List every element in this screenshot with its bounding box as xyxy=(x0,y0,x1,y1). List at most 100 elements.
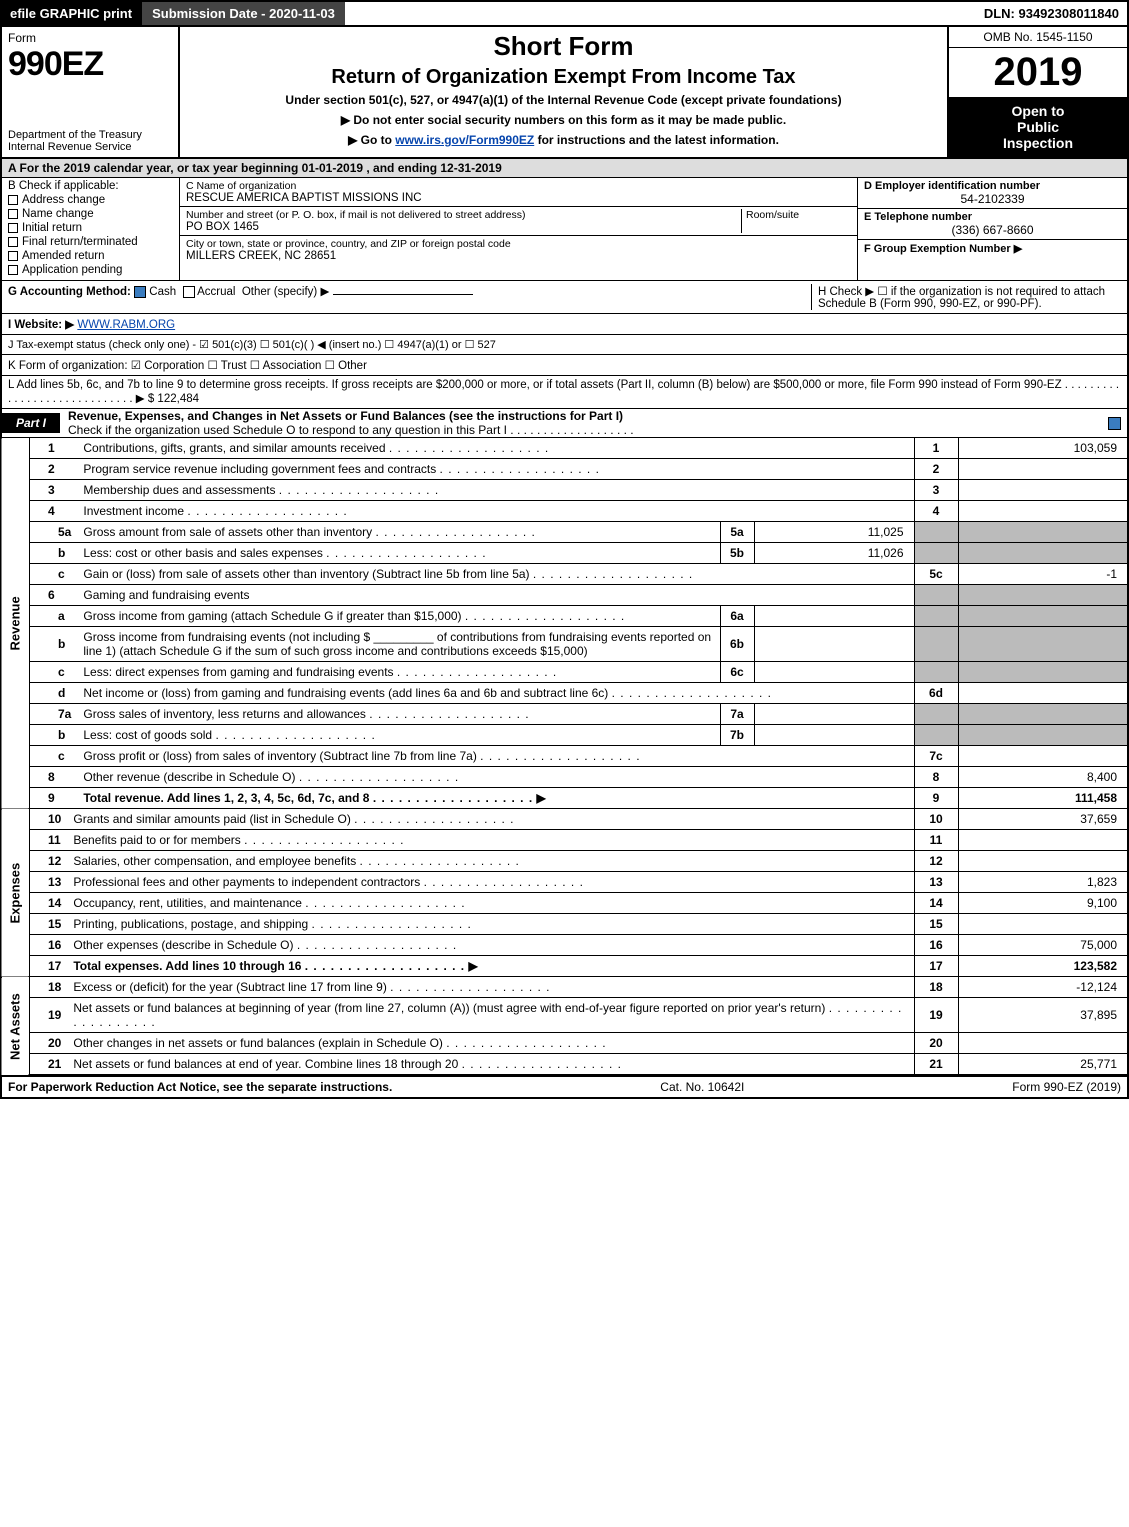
efile-print-button[interactable]: efile GRAPHIC print xyxy=(2,2,142,25)
line-number: 5a xyxy=(30,522,78,543)
inspection-l1: Open to xyxy=(1012,103,1065,119)
line-row: bLess: cost of goods sold 7b xyxy=(1,725,1128,746)
line-j: J Tax-exempt status (check only one) - ☑… xyxy=(0,335,1129,355)
sub-line-number: 6a xyxy=(720,606,754,627)
line-row: 6Gaming and fundraising events xyxy=(1,585,1128,606)
line-desc: Occupancy, rent, utilities, and maintena… xyxy=(67,893,914,914)
line-number: 18 xyxy=(30,977,68,998)
line-col-number: 10 xyxy=(914,809,958,830)
side-label: Net Assets xyxy=(1,977,30,1075)
grey-cell xyxy=(914,662,958,683)
line-desc: Less: cost of goods sold xyxy=(77,725,720,746)
line-row: 17Total expenses. Add lines 10 through 1… xyxy=(1,956,1128,977)
inspection-l2: Public xyxy=(1017,119,1059,135)
box-c-addr2-label: City or town, state or province, country… xyxy=(186,238,851,250)
box-b-option: Name change xyxy=(8,208,173,220)
box-b: B Check if applicable: Address change Nam… xyxy=(2,178,180,280)
line-desc: Gross income from fundraising events (no… xyxy=(77,627,720,662)
line-row: cGross profit or (loss) from sales of in… xyxy=(1,746,1128,767)
line-number: b xyxy=(30,543,78,564)
line-col-number: 5c xyxy=(914,564,958,585)
line-col-value xyxy=(958,1033,1128,1054)
line-number: 20 xyxy=(30,1033,68,1054)
sub-line-value xyxy=(754,662,914,683)
accounting-accrual-label: Accrual xyxy=(197,286,235,298)
line-desc: Net income or (loss) from gaming and fun… xyxy=(77,683,914,704)
line-col-value: 1,823 xyxy=(958,872,1128,893)
line-number: 6 xyxy=(30,585,78,606)
line-number: 12 xyxy=(30,851,68,872)
line-desc: Net assets or fund balances at end of ye… xyxy=(67,1054,914,1076)
line-col-value xyxy=(958,830,1128,851)
grey-cell xyxy=(914,627,958,662)
line-row: 9Total revenue. Add lines 1, 2, 3, 4, 5c… xyxy=(1,788,1128,809)
org-addr1: PO BOX 1465 xyxy=(186,221,741,233)
line-desc: Less: direct expenses from gaming and fu… xyxy=(77,662,720,683)
line-col-number: 14 xyxy=(914,893,958,914)
box-b-option: Final return/terminated xyxy=(8,236,173,248)
topbar-spacer xyxy=(345,2,976,25)
line-row: 3Membership dues and assessments 3 xyxy=(1,480,1128,501)
accounting-accrual-checkbox[interactable] xyxy=(183,286,195,298)
line-desc: Grants and similar amounts paid (list in… xyxy=(67,809,914,830)
sub-line-number: 5a xyxy=(720,522,754,543)
grey-cell xyxy=(914,543,958,564)
box-b-option: Application pending xyxy=(8,264,173,276)
checkbox-icon[interactable] xyxy=(8,237,18,247)
line-col-number: 9 xyxy=(914,788,958,809)
line-row: 14Occupancy, rent, utilities, and mainte… xyxy=(1,893,1128,914)
grey-cell xyxy=(958,725,1128,746)
website-link[interactable]: WWW.RABM.ORG xyxy=(77,319,175,331)
line-desc: Program service revenue including govern… xyxy=(77,459,914,480)
sub-line-value xyxy=(754,627,914,662)
irs-link[interactable]: www.irs.gov/Form990EZ xyxy=(395,133,534,147)
line-number: 4 xyxy=(30,501,78,522)
line-col-value xyxy=(958,746,1128,767)
accounting-cash-checkbox[interactable] xyxy=(134,286,146,298)
accounting-other-label: Other (specify) ▶ xyxy=(242,286,329,298)
line-desc: Excess or (deficit) for the year (Subtra… xyxy=(67,977,914,998)
line-col-number: 3 xyxy=(914,480,958,501)
box-def: D Employer identification number 54-2102… xyxy=(857,178,1127,280)
line-number: 8 xyxy=(30,767,78,788)
checkbox-icon[interactable] xyxy=(8,251,18,261)
line-row: cGain or (loss) from sale of assets othe… xyxy=(1,564,1128,585)
line-desc: Gross sales of inventory, less returns a… xyxy=(77,704,720,725)
line-desc: Professional fees and other payments to … xyxy=(67,872,914,893)
instructions-prefix: ▶ Go to xyxy=(348,133,395,147)
box-b-option: Address change xyxy=(8,194,173,206)
line-number: 14 xyxy=(30,893,68,914)
line-g-label: G Accounting Method: xyxy=(8,286,131,298)
line-number: c xyxy=(30,746,78,767)
part1-schedule-o-checkbox[interactable] xyxy=(1108,417,1121,430)
checkbox-icon[interactable] xyxy=(8,265,18,275)
box-b-title: B Check if applicable: xyxy=(8,180,173,192)
checkbox-icon[interactable] xyxy=(8,223,18,233)
box-c-name-label: C Name of organization xyxy=(186,180,851,192)
line-col-value: 9,100 xyxy=(958,893,1128,914)
part1-header: Part I Revenue, Expenses, and Changes in… xyxy=(0,409,1129,438)
line-row: Expenses10Grants and similar amounts pai… xyxy=(1,809,1128,830)
line-number: 2 xyxy=(30,459,78,480)
line-col-number: 17 xyxy=(914,956,958,977)
line-number: c xyxy=(30,564,78,585)
line-number: a xyxy=(30,606,78,627)
checkbox-icon[interactable] xyxy=(8,195,18,205)
checkbox-icon[interactable] xyxy=(8,209,18,219)
line-h-text: H Check ▶ ☐ if the organization is not r… xyxy=(811,284,1121,310)
submission-date-button[interactable]: Submission Date - 2020-11-03 xyxy=(142,2,345,25)
line-desc: Contributions, gifts, grants, and simila… xyxy=(77,438,914,459)
org-name: RESCUE AMERICA BAPTIST MISSIONS INC xyxy=(186,192,851,204)
box-b-option-label: Name change xyxy=(22,208,94,220)
part1-title: Revenue, Expenses, and Changes in Net As… xyxy=(68,409,623,423)
grey-cell xyxy=(958,543,1128,564)
netassets-table: Net Assets18Excess or (deficit) for the … xyxy=(0,977,1129,1076)
sub-line-value xyxy=(754,606,914,627)
line-number: 16 xyxy=(30,935,68,956)
line-number: d xyxy=(30,683,78,704)
line-number: b xyxy=(30,627,78,662)
omb-number: OMB No. 1545-1150 xyxy=(949,27,1127,48)
form-id-block: Form 990EZ Department of the Treasury In… xyxy=(2,27,180,157)
line-desc: Other changes in net assets or fund bala… xyxy=(67,1033,914,1054)
line-col-number: 13 xyxy=(914,872,958,893)
